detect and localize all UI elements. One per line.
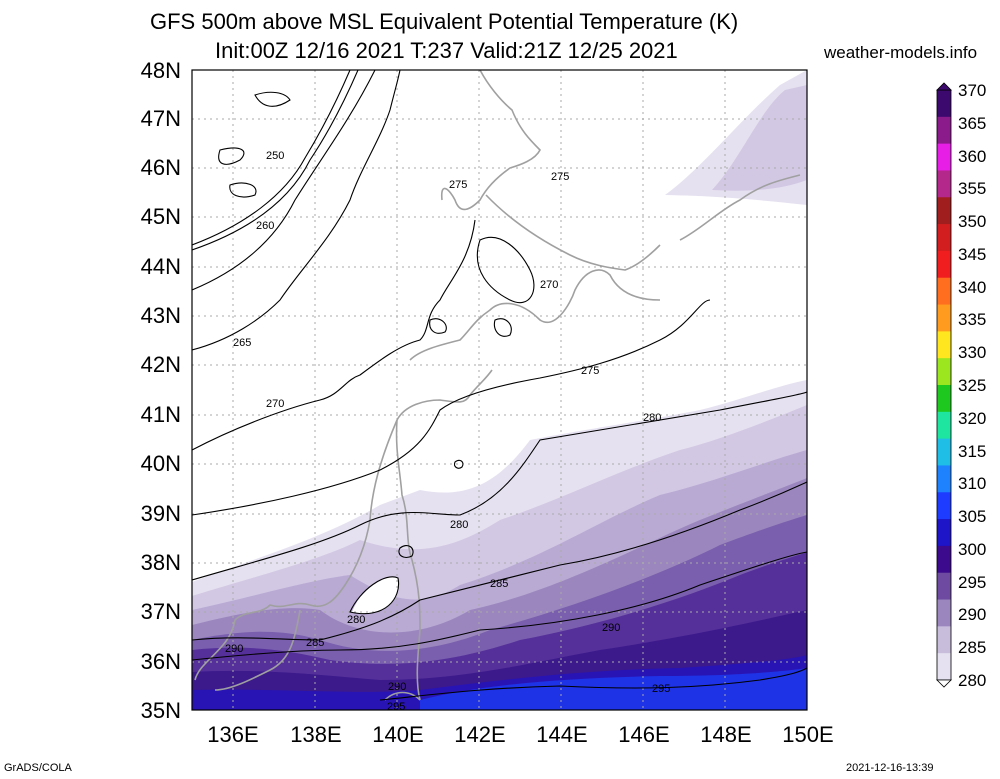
colorbar-label: 345 — [958, 244, 987, 264]
colorbar-segment — [937, 385, 951, 413]
contour-label: 290 — [388, 681, 406, 693]
footer-timestamp: 2021-12-16-13:39 — [846, 762, 934, 774]
colorbar-segment — [937, 304, 951, 332]
lat-label: 46N — [140, 155, 181, 180]
contour-label: 285 — [306, 637, 324, 649]
contour-label: 275 — [551, 171, 569, 183]
source-site: weather-models.info — [824, 43, 978, 62]
colorbar-label: 305 — [958, 507, 987, 527]
colorbar-segment — [937, 465, 951, 493]
colorbar-segment — [937, 626, 951, 654]
contour-label: 280 — [450, 519, 468, 531]
colorbar-label: 325 — [958, 376, 987, 395]
lat-label: 38N — [140, 550, 181, 575]
colorbar-label: 355 — [958, 179, 987, 199]
colorbar-segment — [937, 599, 951, 627]
lon-label: 146E — [618, 722, 670, 747]
lat-label: 39N — [140, 501, 181, 526]
lon-label: 138E — [290, 722, 342, 747]
contour-label: 270 — [540, 279, 558, 291]
contour-label: 290 — [602, 622, 620, 634]
lat-label: 43N — [140, 303, 181, 328]
graticule — [192, 70, 807, 710]
colorbar-segment — [937, 170, 951, 198]
lon-label: 140E — [372, 722, 424, 747]
contour-label: 275 — [581, 365, 599, 377]
contour-label: 295 — [387, 701, 405, 713]
colorbar-segment — [937, 438, 951, 466]
colorbar-label: 365 — [958, 113, 987, 133]
contour-label: 280 — [643, 412, 661, 424]
contour-label: 295 — [652, 683, 670, 695]
lat-label: 41N — [140, 402, 181, 427]
colorbar-segment — [937, 545, 951, 574]
lon-label: 144E — [536, 722, 588, 747]
colorbar — [936, 82, 952, 688]
lat-label: 48N — [140, 58, 181, 83]
colorbar-arrow — [936, 679, 952, 688]
map-subtitle: Init:00Z 12/16 2021 T:237 Valid:21Z 12/2… — [215, 38, 678, 63]
colorbar-segment — [937, 331, 951, 359]
colorbar-segment — [937, 277, 951, 306]
colorbar-segment — [937, 250, 951, 279]
isotherm-contours — [192, 70, 807, 701]
lat-label: 40N — [140, 451, 181, 476]
footer-credit: GrADS/COLA — [4, 762, 72, 774]
lon-label: 148E — [700, 722, 752, 747]
colorbar-label: 285 — [958, 638, 987, 658]
lon-label: 150E — [782, 722, 834, 747]
colorbar-label: 360 — [958, 146, 987, 166]
colorbar-segment — [937, 572, 951, 601]
shade-cold-pocket — [352, 576, 399, 614]
lat-label: 37N — [140, 599, 181, 624]
colorbar-label: 300 — [958, 539, 987, 559]
contour-labels: 250 260 265 270 275 275 270 275 280 280 … — [225, 150, 670, 713]
coastlines — [194, 70, 801, 701]
colorbar-segment — [937, 90, 951, 118]
lat-label: 42N — [140, 352, 181, 377]
lat-label: 47N — [140, 106, 181, 131]
plot-frame — [191, 69, 808, 711]
contour-label: 285 — [490, 578, 508, 590]
colorbar-segment — [937, 224, 951, 252]
contour-label: 260 — [256, 220, 274, 232]
colorbar-segment — [937, 519, 951, 547]
lat-label: 45N — [140, 204, 181, 229]
colorbar-label: 340 — [958, 277, 987, 297]
lat-label: 35N — [140, 698, 181, 723]
lon-label: 142E — [454, 722, 506, 747]
colorbar-segment — [937, 492, 951, 520]
colorbar-label: 280 — [958, 671, 987, 690]
contour-label: 250 — [266, 150, 284, 162]
map-title: GFS 500m above MSL Equivalent Potential … — [150, 9, 739, 34]
contour-label: 280 — [347, 614, 365, 626]
colorbar-label: 335 — [958, 310, 987, 330]
lon-label: 136E — [207, 722, 259, 747]
shade-ne-282 — [712, 85, 807, 191]
colorbar-segment — [937, 653, 951, 681]
contour-label: 270 — [266, 398, 284, 410]
colorbar-label: 310 — [958, 474, 987, 494]
colorbar-label: 350 — [958, 212, 987, 232]
colorbar-segment — [937, 411, 951, 440]
colorbar-segment — [937, 358, 951, 386]
lat-label: 44N — [140, 254, 181, 279]
contour-label: 290 — [225, 643, 243, 655]
colorbar-label: 320 — [958, 408, 987, 428]
shade-296 — [420, 668, 807, 710]
filled-contours: 250 260 265 270 275 275 270 275 280 280 … — [192, 70, 807, 713]
contour-label: 275 — [449, 179, 467, 191]
lat-label: 36N — [140, 649, 181, 674]
colorbar-label: 295 — [958, 572, 987, 592]
colorbar-label: 290 — [958, 605, 987, 625]
colorbar-segment — [937, 197, 951, 225]
colorbar-arrow — [936, 82, 952, 91]
colorbar-label: 315 — [958, 441, 987, 461]
colorbar-label: 330 — [958, 343, 987, 363]
colorbar-segment — [937, 116, 951, 145]
colorbar-label: 370 — [958, 81, 987, 100]
contour-label: 265 — [233, 337, 251, 349]
colorbar-segment — [937, 143, 951, 171]
